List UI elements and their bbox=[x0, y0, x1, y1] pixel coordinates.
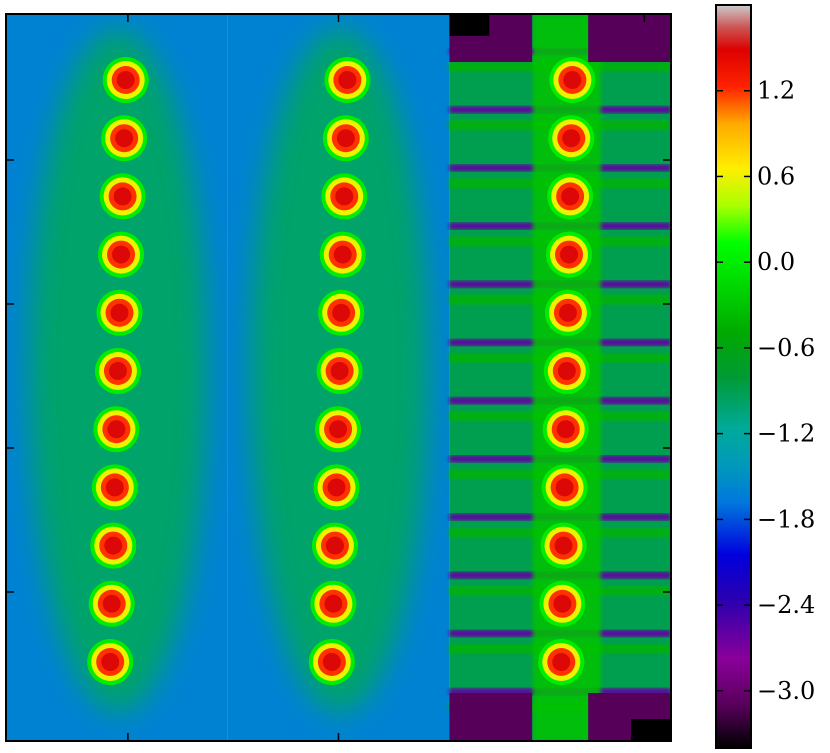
colorbar-ticks: 1.2 0.6 0.0 −0.6 −1.2 −1.8 −2.4 −3.0 bbox=[716, 77, 815, 705]
blob bbox=[549, 57, 596, 103]
blob bbox=[315, 406, 362, 453]
blob bbox=[322, 115, 369, 162]
blob bbox=[98, 231, 145, 278]
blob bbox=[548, 115, 595, 162]
colorbar-tick-label: 0.6 bbox=[757, 162, 795, 190]
blob bbox=[542, 406, 589, 453]
blob bbox=[91, 464, 138, 511]
blob bbox=[546, 231, 593, 278]
blob bbox=[539, 580, 586, 627]
blob bbox=[87, 639, 134, 685]
axis-ticks bbox=[6, 14, 671, 741]
colorbar-tick-label: −1.8 bbox=[757, 505, 815, 533]
blob bbox=[321, 173, 368, 220]
blob bbox=[547, 173, 594, 220]
blob bbox=[311, 522, 358, 569]
blob bbox=[538, 639, 585, 685]
blob bbox=[541, 464, 588, 511]
heatmap-panel-right bbox=[449, 14, 671, 741]
colorbar-frame bbox=[715, 4, 752, 749]
blob bbox=[324, 57, 371, 103]
blob bbox=[310, 580, 357, 627]
blob bbox=[94, 348, 141, 394]
colorbar: 1.2 0.6 0.0 −0.6 −1.2 −1.8 −2.4 −3.0 bbox=[715, 4, 815, 749]
colorbar-tick-label: 1.2 bbox=[757, 77, 795, 105]
blob bbox=[90, 522, 137, 569]
blob bbox=[543, 348, 590, 394]
colorbar-tick-label: 0.0 bbox=[757, 248, 795, 276]
colorbar-tick-label: −0.6 bbox=[757, 334, 815, 362]
blob bbox=[316, 348, 363, 394]
blob bbox=[93, 406, 140, 453]
colorbar-tick-label: −3.0 bbox=[757, 677, 815, 705]
colorbar-tick-label: −1.2 bbox=[757, 420, 815, 448]
heatmap-panel-middle bbox=[227, 14, 450, 741]
blob bbox=[308, 639, 355, 685]
heatmap-area bbox=[6, 14, 671, 741]
corner-region bbox=[588, 14, 671, 62]
blob bbox=[88, 580, 135, 627]
blob bbox=[540, 522, 587, 569]
heatmap-panel-left bbox=[6, 14, 228, 741]
blob bbox=[318, 289, 365, 336]
blob bbox=[101, 115, 148, 162]
blob bbox=[99, 173, 146, 220]
blob bbox=[102, 57, 149, 103]
corner-region bbox=[449, 693, 533, 741]
blob bbox=[544, 289, 591, 336]
blob bbox=[313, 464, 360, 511]
corner-minimum bbox=[449, 14, 490, 36]
colorbar-gradient bbox=[716, 5, 751, 748]
blob bbox=[96, 289, 143, 336]
colorbar-tick-label: −2.4 bbox=[757, 591, 815, 619]
blob bbox=[319, 231, 366, 278]
corner-minimum bbox=[631, 719, 671, 741]
